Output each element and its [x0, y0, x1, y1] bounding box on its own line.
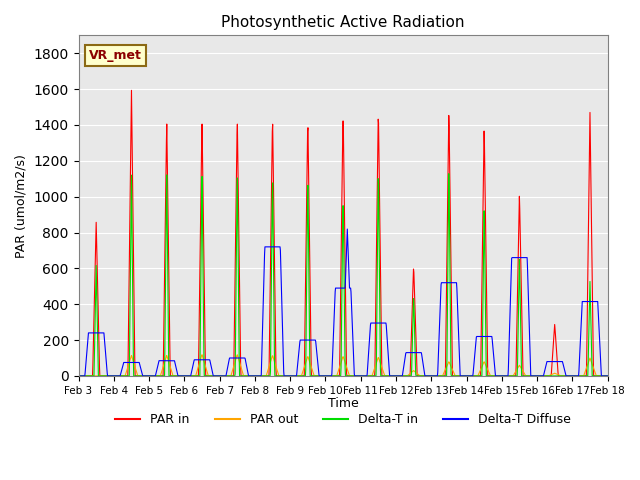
- Delta-T Diffuse: [541, 366, 549, 372]
- Delta-T in: [252, 373, 259, 379]
- Delta-T Diffuse: [193, 357, 200, 363]
- Delta-T in: [445, 171, 452, 177]
- Y-axis label: PAR (umol/m2/s): PAR (umol/m2/s): [15, 154, 28, 258]
- PAR out: [193, 371, 200, 377]
- PAR in: [604, 373, 611, 379]
- PAR out: [198, 352, 206, 358]
- Delta-T Diffuse: [344, 226, 351, 232]
- Delta-T in: [604, 373, 611, 379]
- PAR in: [180, 373, 188, 379]
- Delta-T in: [541, 373, 549, 379]
- Title: Photosynthetic Active Radiation: Photosynthetic Active Radiation: [221, 15, 465, 30]
- PAR out: [426, 373, 433, 379]
- Line: Delta-T Diffuse: Delta-T Diffuse: [79, 229, 607, 376]
- X-axis label: Time: Time: [328, 397, 358, 410]
- PAR in: [426, 373, 433, 379]
- Delta-T Diffuse: [495, 373, 502, 379]
- Legend: PAR in, PAR out, Delta-T in, Delta-T Diffuse: PAR in, PAR out, Delta-T in, Delta-T Dif…: [110, 408, 576, 431]
- PAR out: [75, 373, 83, 379]
- PAR out: [541, 373, 549, 379]
- Delta-T Diffuse: [179, 373, 187, 379]
- Delta-T in: [495, 373, 502, 379]
- PAR in: [495, 373, 502, 379]
- Delta-T in: [179, 373, 187, 379]
- PAR in: [127, 87, 135, 93]
- Delta-T in: [425, 373, 433, 379]
- Line: Delta-T in: Delta-T in: [79, 174, 607, 376]
- Delta-T Diffuse: [75, 373, 83, 379]
- Delta-T Diffuse: [252, 373, 259, 379]
- Line: PAR in: PAR in: [79, 90, 607, 376]
- Delta-T Diffuse: [426, 373, 433, 379]
- Delta-T in: [75, 373, 83, 379]
- Delta-T Diffuse: [604, 373, 611, 379]
- PAR out: [252, 373, 260, 379]
- PAR in: [75, 373, 83, 379]
- Delta-T in: [193, 373, 200, 379]
- Text: VR_met: VR_met: [89, 49, 142, 62]
- PAR in: [252, 373, 260, 379]
- PAR in: [541, 373, 549, 379]
- PAR out: [495, 373, 502, 379]
- PAR out: [179, 373, 187, 379]
- Line: PAR out: PAR out: [79, 355, 607, 376]
- PAR in: [193, 373, 200, 379]
- PAR out: [604, 373, 611, 379]
